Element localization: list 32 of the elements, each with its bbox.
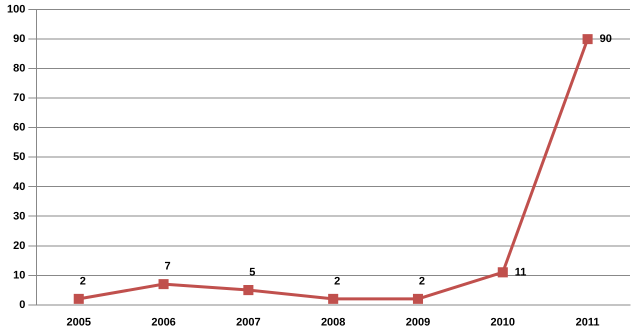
x-tick-label: 2007 <box>236 316 261 328</box>
x-tick-label: 2011 <box>576 316 600 328</box>
y-tick-label: 20 <box>13 240 26 252</box>
y-tick-label: 60 <box>13 122 26 134</box>
point <box>328 294 338 304</box>
point <box>243 285 254 296</box>
y-tick-label: 80 <box>13 62 26 75</box>
y-tick-label: 30 <box>13 210 26 222</box>
data-label: 7 <box>164 260 171 273</box>
point <box>158 279 169 290</box>
y-tick-label: 90 <box>13 33 26 46</box>
point <box>412 294 424 304</box>
point <box>498 267 508 278</box>
x-tick-label: 2006 <box>151 316 176 328</box>
x-tick-label: 2005 <box>66 316 91 328</box>
y-tick-label: 10 <box>13 269 26 282</box>
y-tick-label: 50 <box>13 151 26 164</box>
y-tick-label: 70 <box>13 92 26 104</box>
point <box>74 294 84 304</box>
data-label: 90 <box>600 33 612 46</box>
x-tick-label: 2008 <box>320 316 346 328</box>
data-label: 5 <box>249 266 256 279</box>
x-tick-label: 2010 <box>490 316 516 328</box>
y-tick-label: 0 <box>19 298 26 311</box>
y-tick-label: 100 <box>6 4 26 16</box>
data-label: 2 <box>418 275 426 288</box>
data-label: 11 <box>514 266 526 278</box>
data-label: 2 <box>80 275 86 288</box>
y-tick-label: 40 <box>13 180 26 193</box>
point <box>582 34 593 44</box>
x-tick-label: 2009 <box>406 316 430 328</box>
data-label: 2 <box>334 275 340 288</box>
